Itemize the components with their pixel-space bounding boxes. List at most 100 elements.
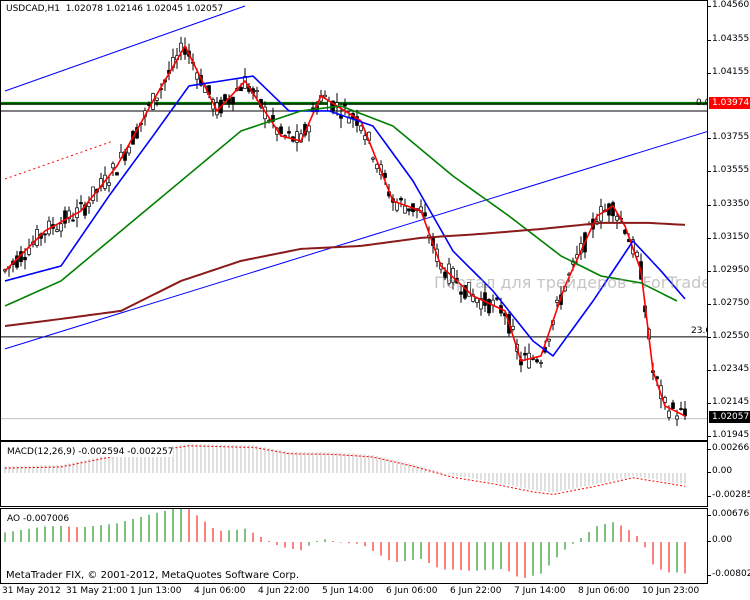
- low-value: 1.02045: [145, 4, 184, 14]
- candle-body: [231, 96, 235, 104]
- time-axis-label: 31 May 21:00: [66, 586, 128, 596]
- candle-body: [407, 208, 411, 212]
- candle-body: [63, 210, 67, 224]
- candle-body: [359, 125, 363, 131]
- ao-axis-label: 0.00: [707, 535, 733, 545]
- candle-body: [443, 271, 447, 279]
- candle-body: [459, 291, 463, 295]
- trendline: [4, 5, 246, 92]
- time-axis-label: 4 Jun 22:00: [258, 586, 310, 596]
- macd-label: MACD(12,26,9) -0.002594 -0.002257: [7, 447, 174, 457]
- long_ma-line: [4, 221, 686, 327]
- fast_ma-line: [4, 44, 686, 417]
- trendline: [4, 131, 707, 350]
- slow_ma-line: [4, 105, 678, 307]
- candle-body: [327, 100, 331, 112]
- candle-body: [287, 131, 291, 134]
- candle-body: [279, 126, 283, 135]
- candle-body: [195, 72, 199, 80]
- candle-body: [115, 172, 119, 176]
- candle-body: [271, 115, 275, 122]
- time-axis-label: 6 Jun 22:00: [450, 586, 502, 596]
- candle-body: [535, 359, 539, 363]
- macd-axis-label: -0.00285: [707, 490, 750, 500]
- candle-body: [111, 163, 115, 169]
- trendline: [4, 140, 114, 180]
- time-axis-label: 8 Jun 06:00: [578, 586, 630, 596]
- candle-body: [423, 212, 427, 217]
- price-chart: [1, 5, 707, 427]
- candle-body: [295, 131, 299, 143]
- candle-body: [55, 229, 59, 232]
- price-axis-label: 1.02750: [707, 297, 750, 308]
- candle-body: [463, 285, 467, 299]
- candle-body: [399, 197, 403, 201]
- mid_ma-line: [4, 75, 686, 358]
- candle-body: [87, 202, 91, 207]
- ao-axis-label: -0.00802: [707, 569, 750, 579]
- ao-label: AO -0.007006: [7, 514, 70, 524]
- candle-body: [671, 402, 675, 409]
- close-value: 1.02057: [185, 4, 224, 14]
- price-axis-label: 1.04560: [707, 0, 750, 10]
- watermark: Портал для трейдеров - ForTrader.ru: [434, 273, 708, 292]
- time-axis-label: 5 Jun 14:00: [322, 586, 374, 596]
- candle-body: [23, 256, 27, 261]
- fib-236-label: 23.6: [691, 326, 707, 336]
- candle-body: [487, 299, 491, 314]
- price-axis-label: 1.03555: [707, 165, 750, 176]
- candle-body: [679, 408, 683, 410]
- candle-body: [523, 352, 527, 356]
- time-axis-label: 1 Jun 13:00: [130, 586, 182, 596]
- candle-body: [307, 125, 311, 133]
- candle-body: [555, 299, 559, 303]
- candle-body: [403, 205, 407, 214]
- candle-body: [547, 338, 551, 342]
- candle-body: [343, 103, 347, 107]
- candle-body: [479, 298, 483, 310]
- candle-body: [511, 325, 515, 330]
- candle-body: [127, 146, 131, 154]
- price-axis-label: 1.02550: [707, 330, 750, 341]
- price-axis-label: 1.02345: [707, 364, 750, 375]
- level-price-tag: 1.03974: [709, 97, 750, 109]
- price-axis-label: 1.02950: [707, 264, 750, 275]
- candle-body: [255, 90, 259, 93]
- candle-body: [527, 352, 531, 369]
- macd-axis-label: 0.002668: [708, 443, 750, 453]
- time-axis-label: 31 May 2012: [2, 586, 61, 596]
- symbol: USDCAD,H1: [6, 4, 60, 14]
- candle-body: [471, 294, 475, 302]
- copyright: MetaTrader FIX, © 2001-2012, MetaQuotes …: [6, 570, 300, 581]
- time-axis-label: 10 Jun 23:00: [642, 586, 700, 596]
- candle-body: [483, 292, 487, 306]
- candle-body: [467, 281, 471, 297]
- candle-body: [71, 219, 75, 222]
- candle-body: [223, 94, 227, 102]
- candle-body: [43, 233, 47, 236]
- price-axis-label: 1.02145: [707, 397, 750, 408]
- time-axis-label: 7 Jun 14:00: [514, 586, 566, 596]
- price-axis-label: 1.03350: [707, 198, 750, 209]
- price-axis-label: 1.04355: [707, 33, 750, 44]
- candle-body: [615, 216, 619, 221]
- time-axis-label: 6 Jun 06:00: [386, 586, 438, 596]
- macd-signal-line: [4, 445, 686, 495]
- ao-pane[interactable]: AO -0.007006 MetaTrader FIX, © 2001-2012…: [0, 508, 708, 584]
- candle-body: [67, 210, 71, 220]
- candle-body: [667, 410, 671, 418]
- price-axis-label: 1.03150: [707, 231, 750, 242]
- high-value: 1.02146: [105, 4, 144, 14]
- candle-body: [155, 97, 159, 101]
- ao-chart: [4, 509, 686, 579]
- candle-body: [59, 223, 63, 232]
- current-price-tag: 1.02057: [709, 411, 750, 423]
- time-axis-label: 4 Jun 06:00: [194, 586, 246, 596]
- ao-axis-label: 0.006765: [708, 509, 750, 519]
- symbol-ohlc: USDCAD,H1 1.02078 1.02146 1.02045 1.0205…: [6, 4, 223, 14]
- price-axis-label: 1.04155: [707, 66, 750, 77]
- macd-pane[interactable]: MACD(12,26,9) -0.002594 -0.002257: [0, 441, 708, 507]
- candle-body: [675, 415, 679, 420]
- candle-body: [371, 157, 375, 160]
- price-chart-pane[interactable]: USDCAD,H1 1.02078 1.02146 1.02045 1.0205…: [0, 0, 708, 441]
